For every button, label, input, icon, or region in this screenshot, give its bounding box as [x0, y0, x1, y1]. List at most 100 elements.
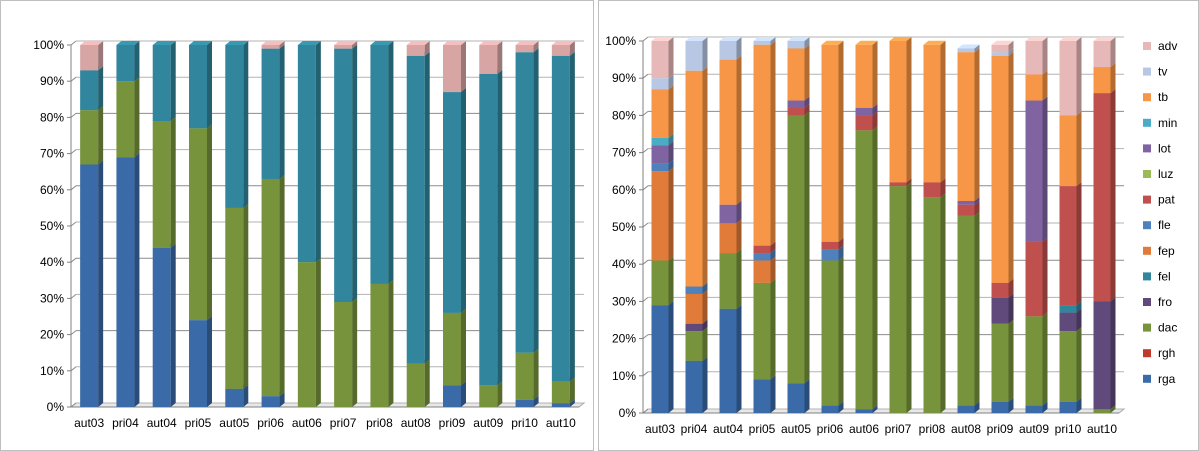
bar-segment: [1093, 37, 1116, 68]
bar-front: [685, 293, 703, 324]
bar-segment: [334, 298, 358, 407]
bar-front: [334, 48, 353, 303]
bar-segment: [1093, 297, 1116, 410]
y-tick-label: 10%: [40, 364, 64, 378]
bar-segment: [116, 41, 140, 82]
legend-swatch: [1143, 246, 1151, 255]
y-tick-label: 0%: [619, 406, 637, 420]
bar-side: [770, 40, 776, 246]
bar-side: [533, 348, 539, 400]
y-tick-label: 30%: [40, 291, 64, 305]
bar-side: [1008, 51, 1014, 283]
bar-front: [1025, 74, 1043, 101]
bar-side: [872, 126, 878, 410]
bar-front: [855, 44, 873, 108]
bar-segment: [651, 37, 674, 79]
bar-segment: [719, 37, 742, 60]
y-tick-label: 70%: [612, 146, 636, 160]
bar-side: [872, 40, 878, 108]
y-tick-label: 40%: [40, 255, 64, 269]
bar-front: [1025, 405, 1043, 413]
bar-front: [551, 381, 570, 404]
bar-top: [297, 41, 321, 45]
bar-front: [189, 128, 207, 321]
bar-front: [957, 48, 975, 53]
bar-front: [479, 73, 498, 386]
bar-front: [651, 137, 669, 146]
bar-front: [753, 44, 771, 246]
bar-front: [370, 283, 389, 407]
y-tick-label: 60%: [612, 183, 636, 197]
bar-front: [189, 45, 207, 129]
bar-front: [479, 45, 498, 74]
bar-side: [1110, 63, 1116, 94]
bar-side: [702, 289, 708, 324]
y-tick-label: 20%: [612, 332, 636, 346]
bar-front: [152, 247, 171, 407]
bar-side: [170, 243, 176, 407]
gridline-depth: [642, 36, 649, 42]
bar-front: [753, 41, 771, 45]
y-tick-label: 80%: [612, 108, 636, 122]
x-tick-label: aut05: [781, 422, 811, 436]
legend-label: fep: [1158, 244, 1175, 258]
bar-front: [957, 200, 975, 205]
x-tick-label: aut03: [645, 422, 675, 436]
bar-front: [889, 182, 907, 187]
chart-left: 0% 10% 20% 30% 40% 50% 60% 70% 80% 90% 100% aut03 pr…: [33, 38, 586, 430]
bar-side: [668, 159, 674, 172]
bar-side: [668, 85, 674, 138]
bar-side: [1042, 312, 1048, 406]
bar-front: [515, 399, 534, 407]
bar-side: [702, 66, 708, 287]
bar-segment: [1025, 312, 1048, 406]
gridline-depth: [70, 294, 77, 299]
bar-segment: [889, 37, 912, 183]
bar-side: [98, 66, 104, 111]
bar-front: [406, 363, 425, 407]
bar-front: [957, 204, 975, 216]
bar-side: [207, 41, 212, 129]
x-tick-label: pri09: [987, 422, 1014, 436]
gridline-depth: [70, 113, 77, 118]
bar-side: [770, 278, 776, 380]
bar-side: [906, 178, 912, 187]
legend-label: pat: [1158, 193, 1175, 207]
bar-front: [923, 197, 941, 413]
bar-front: [787, 107, 805, 116]
bar-front: [991, 44, 1009, 53]
bar-side: [352, 44, 358, 303]
bar-front: [297, 45, 316, 263]
bar-front: [991, 401, 1009, 413]
bar-segment: [116, 153, 140, 407]
bar-top: [406, 41, 430, 45]
bar-side: [1110, 297, 1116, 410]
legend-swatch: [1143, 323, 1151, 332]
bar-top: [753, 37, 776, 41]
bar-segment: [787, 37, 810, 49]
x-tick-label: aut08: [951, 422, 981, 436]
y-tick-label: 60%: [40, 183, 64, 197]
legend-item: fel: [1143, 269, 1171, 283]
y-tick-label: 90%: [40, 74, 64, 88]
bar-front: [991, 52, 1009, 56]
bar-side: [424, 51, 430, 364]
x-tick-label: aut04: [147, 416, 177, 430]
bar-top: [370, 41, 394, 45]
bar-top: [225, 41, 249, 45]
gridline-depth: [642, 408, 649, 414]
bar-top: [719, 37, 742, 41]
gridline-depth: [642, 185, 649, 191]
bar-front: [719, 41, 737, 60]
bar-front: [443, 92, 461, 313]
bar-side: [668, 301, 674, 413]
y-tick-label: 100%: [605, 34, 636, 48]
bar-front: [787, 115, 805, 384]
bar-front: [787, 100, 805, 108]
x-tick-label: pri05: [185, 416, 212, 430]
bar-side: [1076, 301, 1082, 313]
bar-segment: [297, 41, 321, 263]
bar-top: [1025, 37, 1048, 41]
bar-side: [424, 359, 430, 407]
x-tick-label: aut05: [219, 416, 249, 430]
